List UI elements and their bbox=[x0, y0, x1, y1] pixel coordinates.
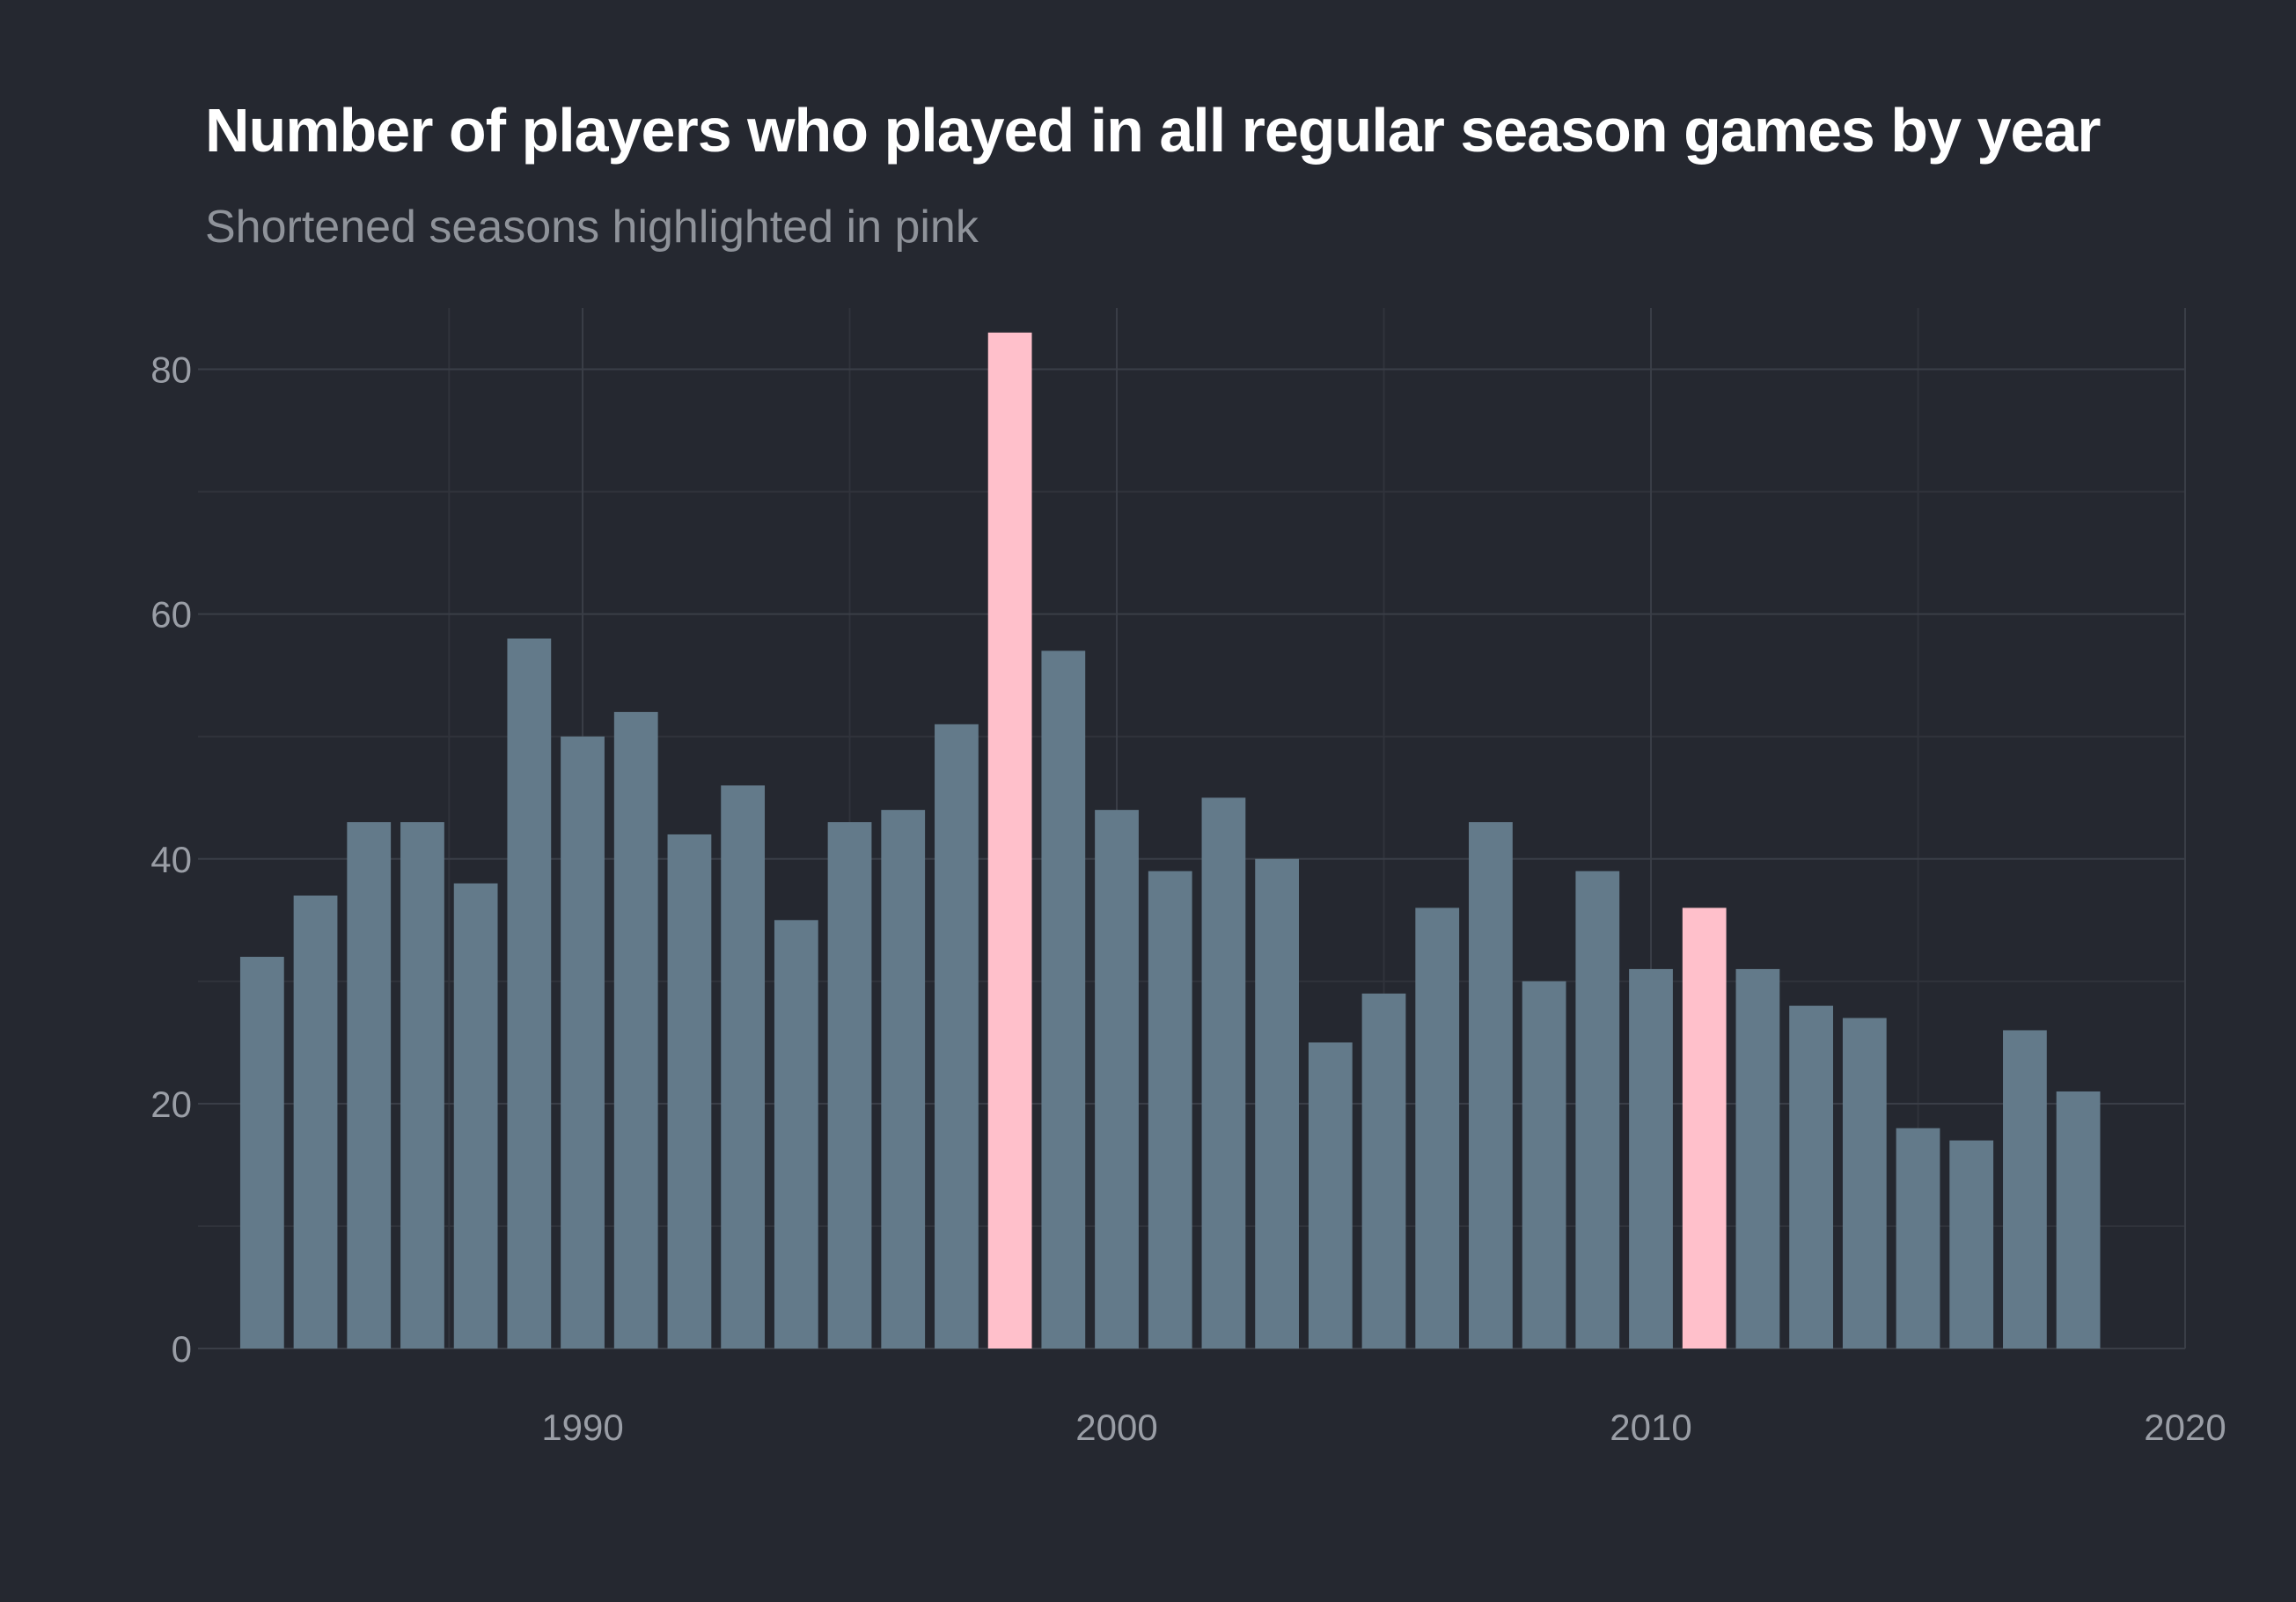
bar bbox=[827, 822, 872, 1348]
bar bbox=[935, 724, 979, 1348]
bar bbox=[1361, 993, 1406, 1348]
y-tick-label: 20 bbox=[150, 1084, 192, 1125]
chart-title: Number of players who played in all regu… bbox=[205, 96, 2101, 165]
y-tick-label: 80 bbox=[150, 349, 192, 391]
bar-highlighted bbox=[987, 332, 1032, 1348]
x-tick-label: 2010 bbox=[1610, 1407, 1691, 1448]
bar bbox=[1896, 1128, 1940, 1348]
bar bbox=[1522, 981, 1566, 1348]
y-tick-label: 60 bbox=[150, 594, 192, 636]
bar bbox=[1148, 871, 1192, 1348]
bar bbox=[1201, 797, 1246, 1348]
bar bbox=[1255, 858, 1300, 1348]
bar bbox=[881, 810, 926, 1348]
bar bbox=[400, 822, 444, 1348]
bar bbox=[721, 785, 766, 1348]
chart-subtitle: Shortened seasons highlighted in pink bbox=[205, 202, 979, 253]
bar bbox=[1949, 1140, 1994, 1348]
bar bbox=[1842, 1018, 1887, 1348]
bar bbox=[1095, 810, 1139, 1348]
bar bbox=[2056, 1091, 2101, 1348]
y-tick-label: 0 bbox=[172, 1328, 192, 1370]
x-tick-label: 2020 bbox=[2144, 1407, 2226, 1448]
bar bbox=[1575, 871, 1620, 1348]
x-tick-label: 2000 bbox=[1075, 1407, 1157, 1448]
bar bbox=[613, 711, 658, 1348]
y-tick-label: 40 bbox=[150, 839, 192, 880]
bar bbox=[1789, 1005, 1833, 1348]
bar bbox=[1308, 1042, 1353, 1348]
bar bbox=[1415, 908, 1460, 1348]
bar bbox=[1469, 822, 1513, 1348]
x-axis-tick-labels: 1990 2000 2010 2020 bbox=[541, 1407, 2226, 1448]
bar bbox=[774, 920, 818, 1348]
bar bbox=[2003, 1030, 2047, 1348]
x-tick-label: 1990 bbox=[541, 1407, 623, 1448]
bar bbox=[1041, 650, 1086, 1348]
bar bbox=[239, 957, 284, 1348]
bar bbox=[347, 822, 392, 1348]
y-axis-tick-labels: 0 20 40 60 80 bbox=[150, 349, 192, 1370]
bar bbox=[1735, 968, 1780, 1348]
bars bbox=[239, 332, 2101, 1348]
bar bbox=[293, 895, 338, 1348]
bar-highlighted bbox=[1682, 908, 1727, 1348]
bar bbox=[1629, 968, 1673, 1348]
bar bbox=[453, 883, 498, 1348]
bar bbox=[667, 834, 712, 1348]
bar bbox=[561, 736, 605, 1348]
bar bbox=[507, 638, 552, 1348]
